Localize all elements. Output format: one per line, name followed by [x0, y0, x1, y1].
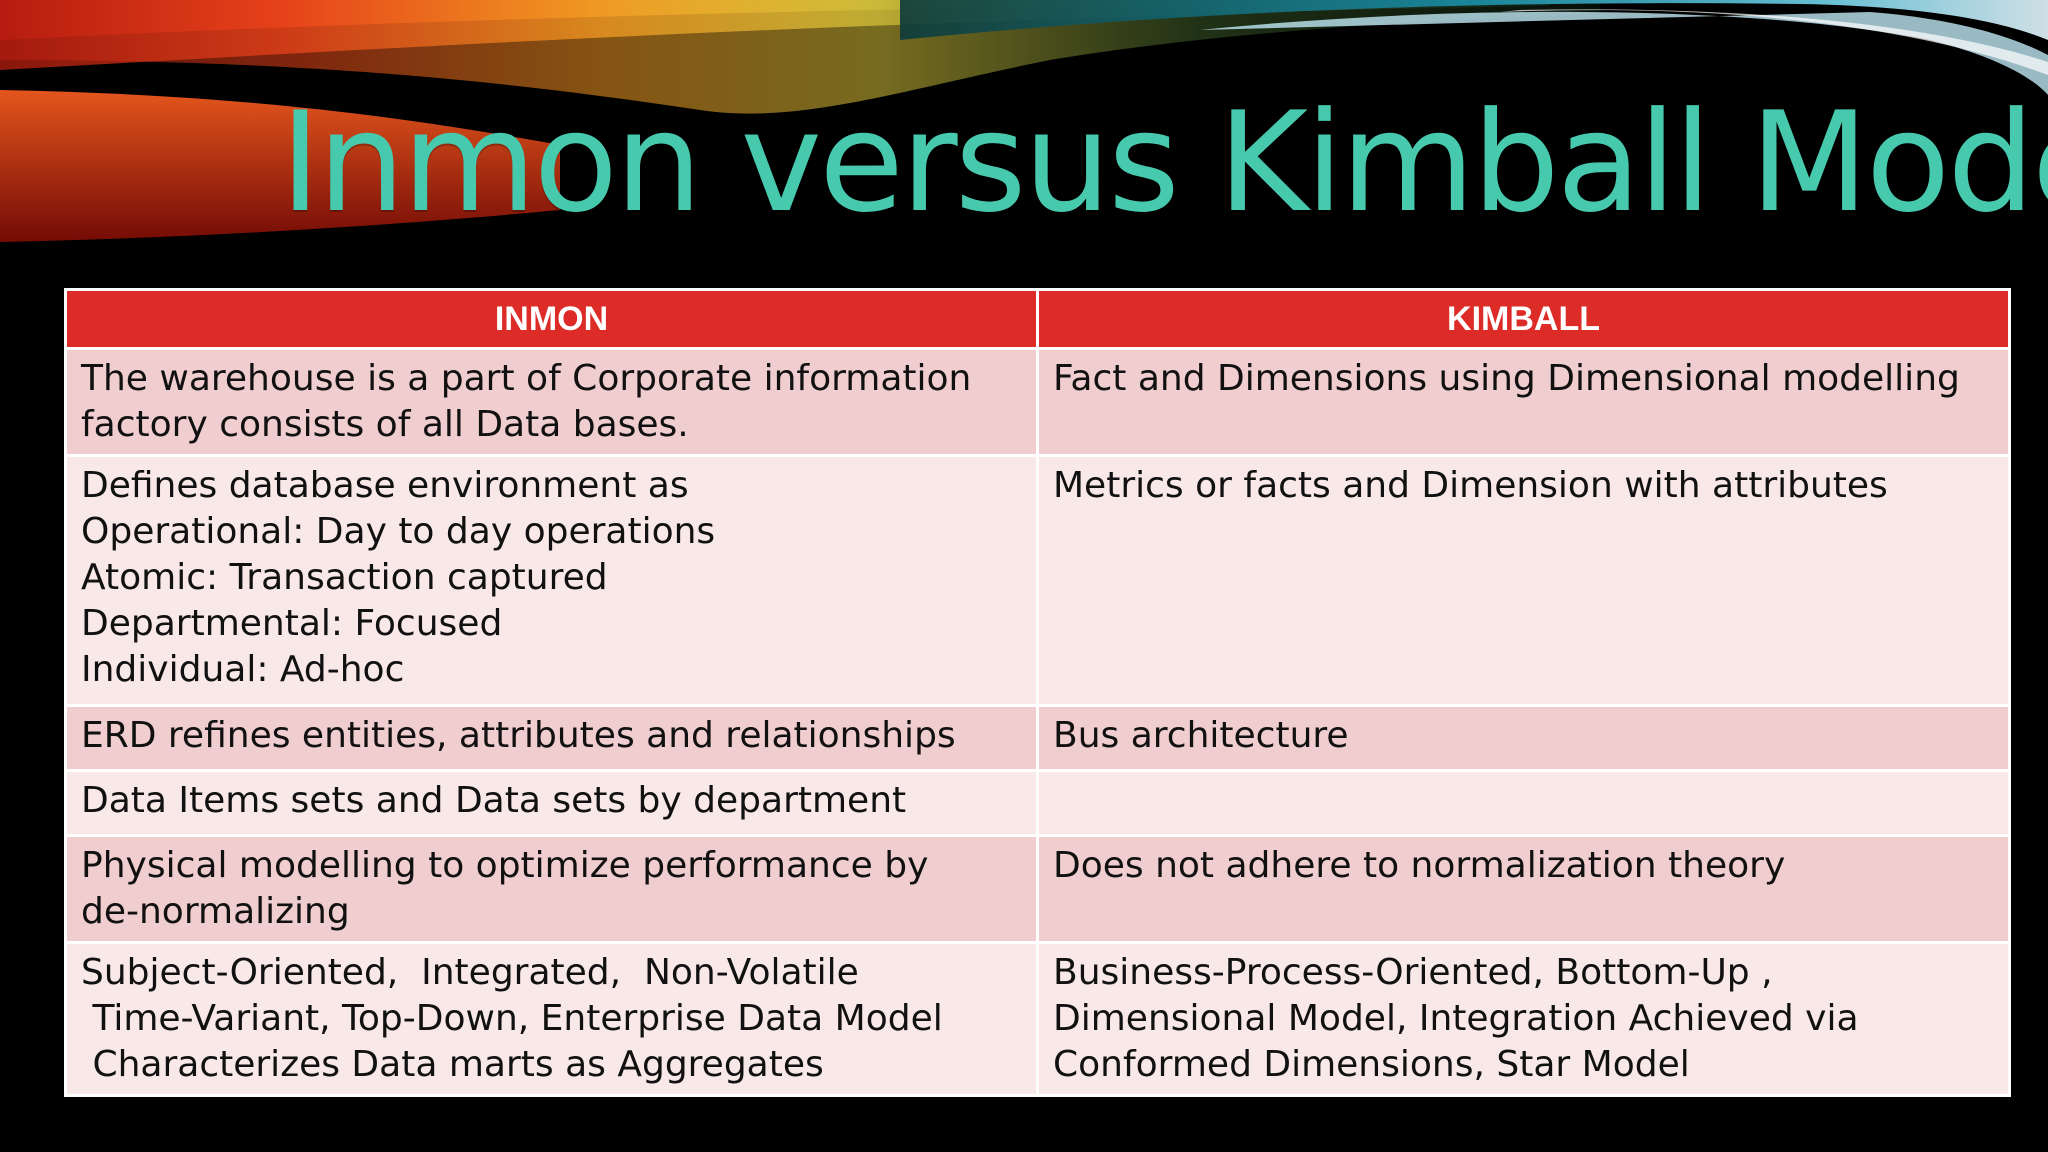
- slide-title-reflection: Inmon versus Kimball Model: [280, 228, 2000, 250]
- table-row: Physical modelling to optimize performan…: [64, 834, 2011, 944]
- inmon-cell: ERD refines entities, attributes and rel…: [64, 704, 1039, 772]
- kimball-cell: Does not adhere to normalization theory: [1036, 834, 2011, 944]
- slide-title: Inmon versus Kimball Model: [280, 82, 2048, 243]
- table-header-row: INMON KIMBALL: [64, 288, 2011, 350]
- table-row: Data Items sets and Data sets by departm…: [64, 769, 2011, 837]
- table-row: Defines database environment as Operatio…: [64, 454, 2011, 707]
- kimball-cell: [1036, 769, 2011, 837]
- kimball-cell: Fact and Dimensions using Dimensional mo…: [1036, 347, 2011, 457]
- inmon-cell: Defines database environment as Operatio…: [64, 454, 1039, 707]
- kimball-cell: Bus architecture: [1036, 704, 2011, 772]
- header-inmon: INMON: [64, 288, 1039, 350]
- decorative-swoosh: [0, 0, 2048, 242]
- table-row: ERD refines entities, attributes and rel…: [64, 704, 2011, 772]
- inmon-cell: Data Items sets and Data sets by departm…: [64, 769, 1039, 837]
- table-row: The warehouse is a part of Corporate inf…: [64, 347, 2011, 457]
- comparison-table: INMON KIMBALL The warehouse is a part of…: [64, 288, 2011, 1097]
- table-row: Subject-Oriented, Integrated, Non-Volati…: [64, 941, 2011, 1097]
- kimball-cell: Metrics or facts and Dimension with attr…: [1036, 454, 2011, 707]
- kimball-cell: Business-Process-Oriented, Bottom-Up , D…: [1036, 941, 2011, 1097]
- inmon-cell: Physical modelling to optimize performan…: [64, 834, 1039, 944]
- inmon-cell: Subject-Oriented, Integrated, Non-Volati…: [64, 941, 1039, 1097]
- inmon-cell: The warehouse is a part of Corporate inf…: [64, 347, 1039, 457]
- header-kimball: KIMBALL: [1036, 288, 2011, 350]
